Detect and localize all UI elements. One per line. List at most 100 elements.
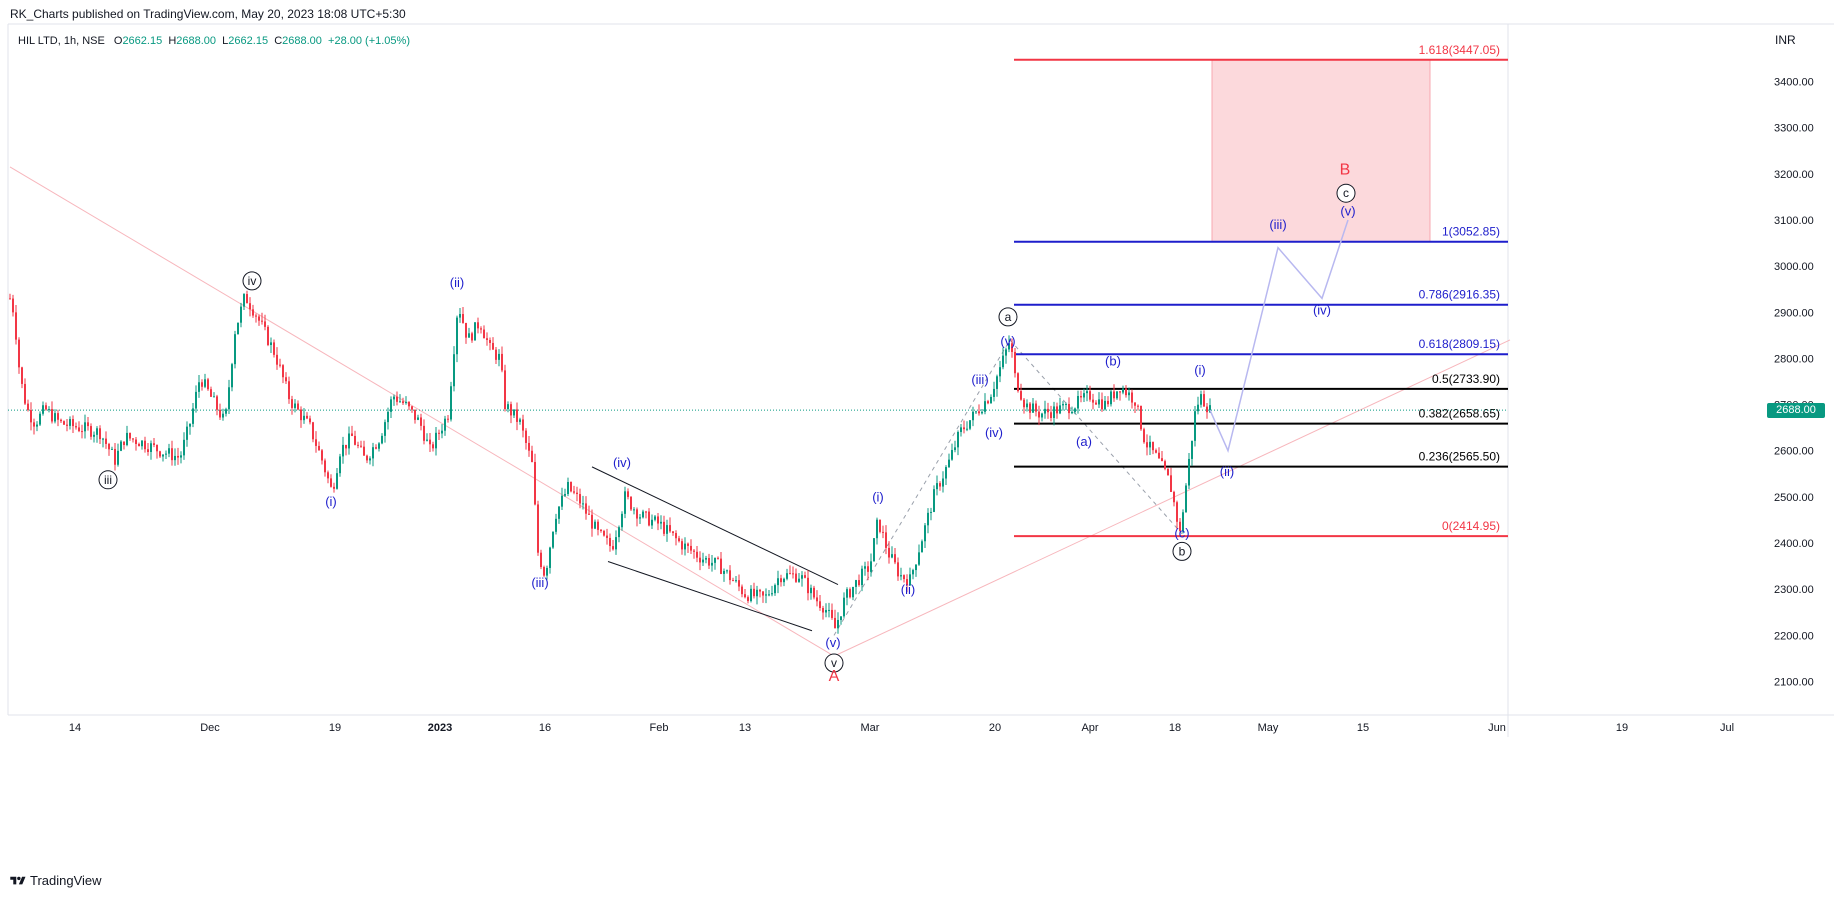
candle-body [705,557,707,560]
candle-body [252,309,254,316]
candle-body [210,389,212,397]
wave-label: (a) [1076,434,1092,449]
candle-body [606,535,608,538]
candle-body [819,601,821,609]
candle-body [138,444,140,447]
candle-body [987,401,989,404]
candle-body [678,538,680,542]
candle-body [135,439,137,445]
candle-body [798,578,800,582]
candle-body [333,486,335,489]
time-tick-label: Jun [1488,722,1506,734]
circled-wave-label: iv [248,274,257,288]
candle-body [1149,441,1151,448]
target-zone-layer [1211,59,1431,243]
candle-body [150,443,152,452]
candle-body [834,617,836,629]
candles-layer [9,290,1211,634]
candle-body [804,575,806,578]
candle-body [93,434,95,437]
candle-body [1095,402,1097,405]
candle-body [756,589,758,597]
candle-body [552,531,554,548]
footer-brand[interactable]: TradingView [10,873,102,888]
candle-body [435,432,437,449]
candle-body [126,432,128,445]
candle-body [918,552,920,565]
time-tick-label: 2023 [428,722,452,734]
candle-body [90,426,92,437]
candle-body [696,551,698,558]
candle-body [321,450,323,461]
candle-body [801,575,803,579]
candle-body [429,439,431,445]
candle-body [453,354,455,387]
candle-body [744,594,746,598]
candle-body [699,557,701,563]
candle-body [486,338,488,341]
candle-body [369,458,371,461]
candle-body [1029,403,1031,413]
candle-body [312,422,314,440]
candle-body [780,578,782,583]
candle-body [843,597,845,617]
candle-body [1059,405,1061,414]
candle-body [1146,442,1148,448]
candle-body [1188,458,1190,486]
candle-body [171,448,173,461]
candle-body [300,409,302,421]
symbol-label[interactable]: HIL LTD, 1h, NSE [18,35,105,47]
candle-body [633,509,635,511]
time-tick-label: 13 [739,722,751,734]
candle-body [243,294,245,307]
candle-body [123,441,125,445]
candle-body [1104,400,1106,410]
candle-body [771,593,773,595]
candle-body [765,594,767,596]
price-tick-label: 2500.00 [1774,492,1814,504]
time-tick-label: Apr [1081,722,1098,734]
currency-unit[interactable]: INR [1775,33,1796,47]
candle-body [630,496,632,510]
candle-body [1161,458,1163,462]
candle-body [1191,440,1193,459]
candle-body [12,298,14,313]
wave-label: (i) [1194,363,1206,378]
candle-body [1158,452,1160,459]
candle-body [66,424,68,426]
candle-body [969,420,971,429]
candle-body [492,342,494,350]
candle-body [129,432,131,439]
candle-body [876,519,878,539]
candle-body [1071,411,1073,414]
candle-body [759,589,761,592]
circled-wave-marker [98,470,118,490]
candle-body [204,379,206,387]
candle-body [405,401,407,404]
candle-body [189,423,191,427]
candle-body [1110,391,1112,405]
candle-body [375,447,377,449]
candle-body [591,514,593,529]
candle-body [1053,406,1055,418]
candle-body [24,383,26,404]
candle-body [57,413,59,420]
candle-body [459,314,461,318]
time-tick-label: 14 [69,722,81,734]
candle-body [1044,408,1046,414]
price-tick-label: 3200.00 [1774,169,1814,181]
candle-body [849,589,851,598]
candle-body [921,541,923,553]
candle-body [348,433,350,449]
candle-body [1116,391,1118,399]
candle-body [378,443,380,449]
candle-body [456,317,458,355]
candle-body [897,562,899,577]
candle-body [1077,396,1079,409]
candle-body [651,519,653,526]
candle-body [147,449,149,452]
candle-body [294,403,296,408]
candle-body [957,432,959,448]
candle-body [717,557,719,559]
